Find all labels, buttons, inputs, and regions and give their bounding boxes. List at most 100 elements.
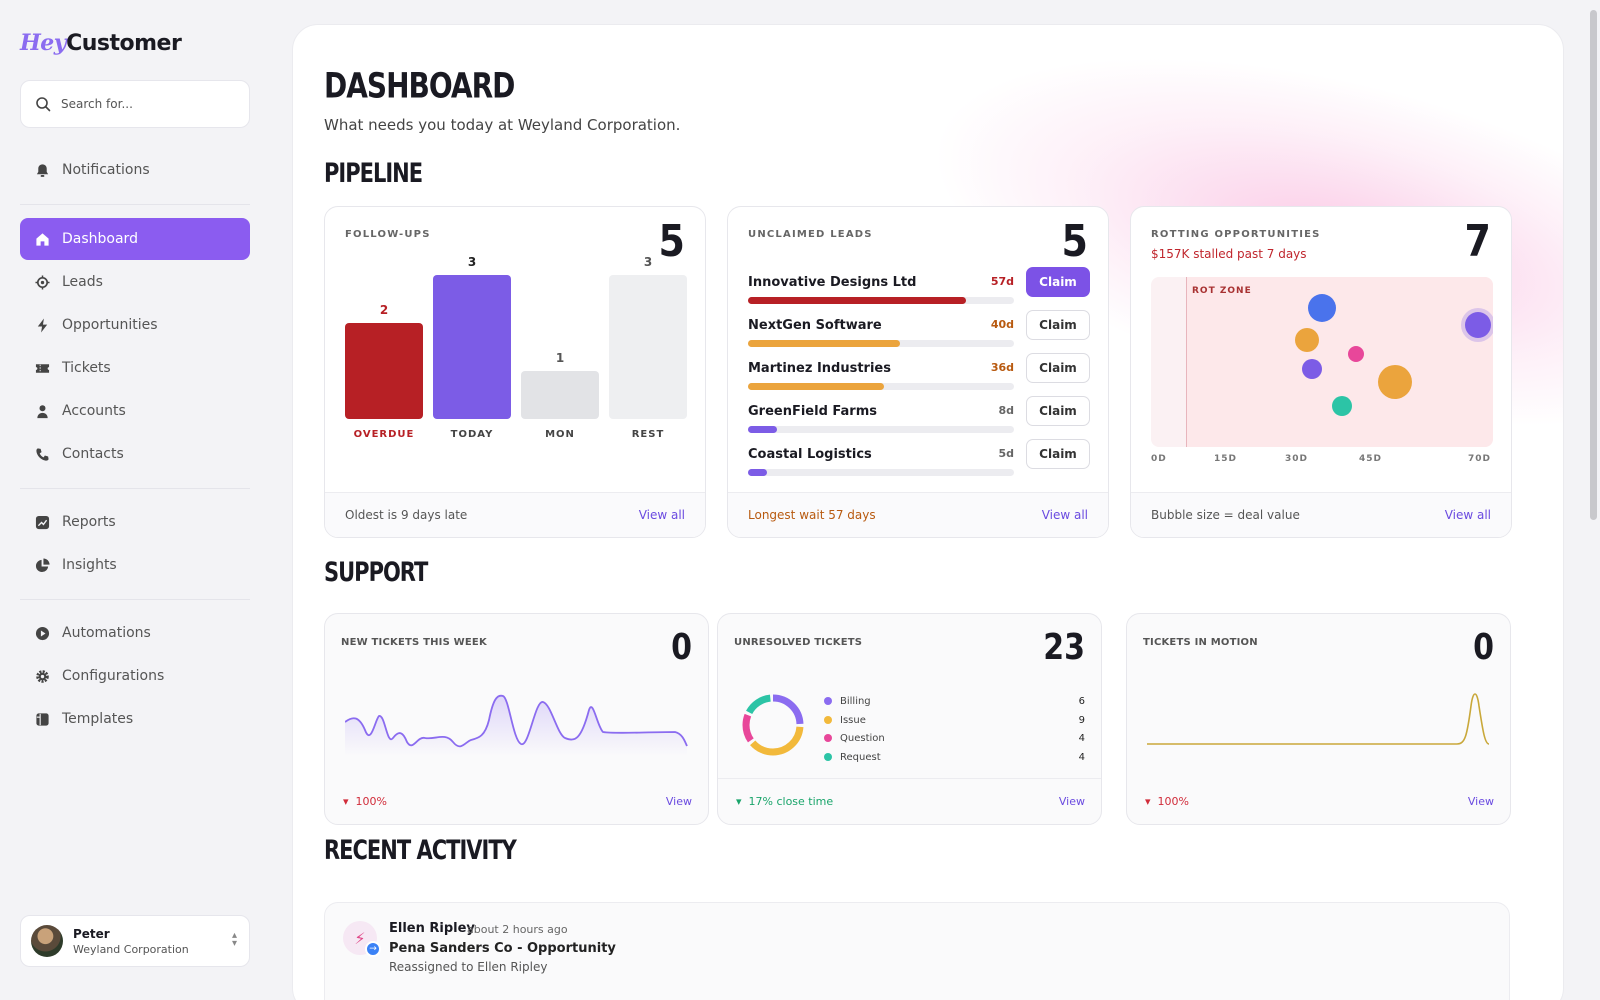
bar-rest[interactable] xyxy=(609,275,687,419)
activity-user[interactable]: Ellen Ripley xyxy=(389,921,475,936)
unresolved-tickets-card: UNRESOLVED TICKETS 23 Billing 6 Issue 9 Ques… xyxy=(717,613,1102,825)
sidebar-item-accounts[interactable]: Accounts xyxy=(20,390,250,432)
view-link[interactable]: View xyxy=(1467,794,1494,808)
opportunity-bubble[interactable] xyxy=(1295,327,1320,352)
activity-title[interactable]: Pena Sanders Co - Opportunity xyxy=(389,941,616,956)
lead-name[interactable]: Innovative Designs Ltd xyxy=(748,275,917,290)
nav-label: Reports xyxy=(62,514,116,530)
user-name: Peter xyxy=(73,926,110,941)
legend-dot xyxy=(824,734,832,742)
home-icon xyxy=(34,231,50,247)
lead-age-bar xyxy=(748,297,1014,304)
bubble-plot: ROT ZONE xyxy=(1151,277,1493,447)
user-menu[interactable]: Peter Weyland Corporation ▴ ▾ xyxy=(20,915,250,967)
legend-label: Request xyxy=(840,751,881,763)
bar-value-label: 1 xyxy=(555,351,565,365)
legend-dot xyxy=(824,752,832,761)
bar-value-label: 2 xyxy=(379,303,389,317)
scrollbar-thumb[interactable] xyxy=(1590,10,1597,520)
claim-button[interactable]: Claim xyxy=(1026,439,1090,469)
logo-hey: Hey xyxy=(20,30,67,56)
x-tick-label: 30D xyxy=(1285,454,1308,464)
sidebar-item-leads[interactable]: Leads xyxy=(20,261,250,303)
sidebar-item-dashboard[interactable]: Dashboard xyxy=(20,218,250,260)
donut-segment-billing[interactable] xyxy=(742,694,804,756)
play-circle-icon xyxy=(34,625,50,641)
lead-name[interactable]: Martinez Industries xyxy=(748,361,891,376)
sidebar-item-contacts[interactable]: Contacts xyxy=(20,433,250,475)
rotting-opportunities-card: ROTTING OPPORTUNITIES 7 $157K stalled pa… xyxy=(1130,206,1512,538)
claim-button[interactable]: Claim xyxy=(1026,353,1090,383)
legend-item: Issue xyxy=(824,715,866,726)
new-tickets-sparkline xyxy=(345,694,688,756)
search-box[interactable] xyxy=(20,80,250,128)
sidebar-item-opportunities[interactable]: Opportunities xyxy=(20,304,250,346)
bar-today[interactable] xyxy=(433,275,511,419)
donut-segment-issue[interactable] xyxy=(742,694,804,756)
sidebar-item-insights[interactable]: Insights xyxy=(20,544,250,586)
lead-name[interactable]: NextGen Software xyxy=(748,318,882,333)
legend-label: Billing xyxy=(840,696,871,707)
lead-row: NextGen Software 40d Claim xyxy=(748,310,1090,358)
view-link[interactable]: View xyxy=(665,794,692,808)
opportunity-bubble[interactable] xyxy=(1378,365,1413,400)
claim-button[interactable]: Claim xyxy=(1026,310,1090,340)
view-link[interactable]: View xyxy=(1058,795,1085,808)
card-label: NEW TICKETS THIS WEEK xyxy=(341,637,487,648)
section-heading-pipeline: PIPELINE xyxy=(324,158,423,188)
claim-button[interactable]: Claim xyxy=(1026,396,1090,426)
view-all-link[interactable]: View all xyxy=(1041,508,1088,522)
card-footer: Bubble size = deal value View all xyxy=(1131,492,1511,537)
rot-zone xyxy=(1186,277,1493,447)
view-all-link[interactable]: View all xyxy=(1444,508,1491,522)
bar-overdue[interactable] xyxy=(345,323,423,419)
card-footer: Longest wait 57 days View all xyxy=(728,492,1108,537)
search-input[interactable] xyxy=(61,97,231,111)
donut-segment-question[interactable] xyxy=(742,694,804,756)
lead-age: 5d xyxy=(998,447,1014,460)
lead-row: Martinez Industries 36d Claim xyxy=(748,353,1090,401)
legend-value: 4 xyxy=(1078,733,1085,744)
bar-category-label: MON xyxy=(545,429,575,440)
lead-age-bar xyxy=(748,340,1014,347)
section-heading-support: SUPPORT xyxy=(324,557,428,587)
section-heading-activity: RECENT ACTIVITY xyxy=(324,835,517,865)
legend-item: Billing xyxy=(824,696,871,707)
sidebar-item-automations[interactable]: Automations xyxy=(20,612,250,654)
opportunity-bubble[interactable] xyxy=(1308,293,1336,322)
sidebar-item-notifications[interactable]: Notifications xyxy=(20,149,250,191)
lead-name[interactable]: Coastal Logistics xyxy=(748,447,872,462)
view-all-link[interactable]: View all xyxy=(638,508,685,522)
bar-mon[interactable] xyxy=(521,371,599,419)
lead-name[interactable]: GreenField Farms xyxy=(748,404,877,419)
page-scrollbar[interactable] xyxy=(1588,0,1600,1000)
nav-label: Tickets xyxy=(62,360,111,376)
sidebar-item-configurations[interactable]: Configurations xyxy=(20,655,250,697)
card-count: 23 xyxy=(1043,626,1085,669)
lead-age-bar xyxy=(748,469,1014,476)
sidebar-item-tickets[interactable]: Tickets xyxy=(20,347,250,389)
opportunity-bubble[interactable] xyxy=(1302,358,1323,379)
opportunity-bubble[interactable] xyxy=(1465,311,1492,338)
nav-label: Insights xyxy=(62,557,117,573)
card-label: UNRESOLVED TICKETS xyxy=(734,637,863,648)
claim-button[interactable]: Claim xyxy=(1026,267,1090,297)
brand-logo[interactable]: HeyCustomer xyxy=(20,30,182,56)
lead-age-fill xyxy=(748,297,967,304)
nav-label: Opportunities xyxy=(62,317,158,333)
bar-category-label: REST xyxy=(631,429,665,440)
gear-icon xyxy=(34,668,50,684)
opportunity-bubble[interactable] xyxy=(1331,396,1352,417)
sidebar-item-templates[interactable]: Templates xyxy=(20,698,250,740)
legend-value: 9 xyxy=(1078,714,1085,726)
tickets-in-motion-card: TICKETS IN MOTION 0 ▾ 100% View xyxy=(1126,613,1511,825)
legend-value: 4 xyxy=(1078,751,1085,763)
sidebar-item-reports[interactable]: Reports xyxy=(20,501,250,543)
opportunity-bubble[interactable] xyxy=(1348,345,1365,362)
x-tick-label: 45D xyxy=(1359,454,1382,464)
activity-feed: ⚡ → Ellen Ripley about 2 hours ago Pena … xyxy=(324,902,1510,1000)
legend-dot xyxy=(824,715,832,724)
card-label: UNCLAIMED LEADS xyxy=(748,229,873,240)
bar-category-label: TODAY xyxy=(450,429,494,440)
card-count: 0 xyxy=(671,626,692,669)
